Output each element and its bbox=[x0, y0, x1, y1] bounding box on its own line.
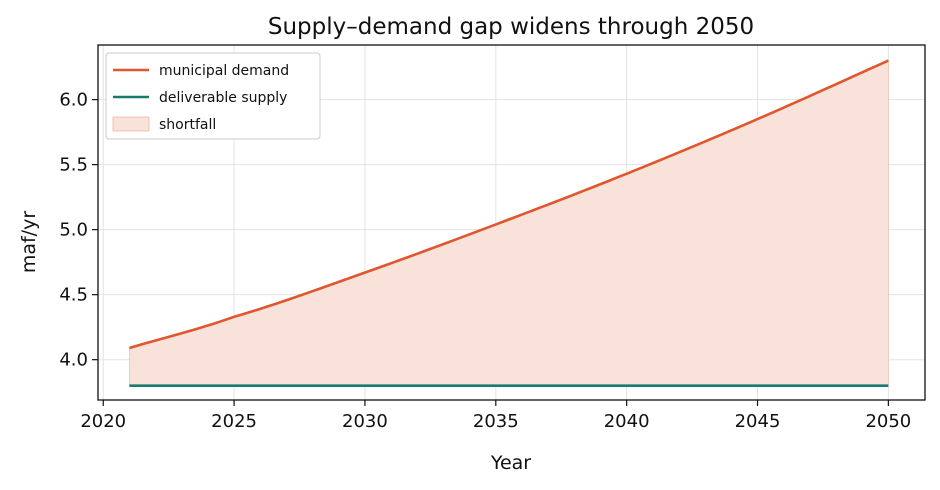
municipal-demand-line bbox=[129, 59, 889, 350]
legend-label-1: municipal demand bbox=[159, 63, 289, 79]
x-tick-label: 2030 bbox=[342, 411, 388, 432]
legend-swatch-shortfall bbox=[112, 116, 150, 132]
x-tick-label: 2035 bbox=[473, 411, 519, 432]
legend: municipal demand deliverable supply shortf… bbox=[105, 52, 321, 140]
y-axis-label: maf/yr bbox=[18, 211, 40, 273]
legend-label-2: deliverable supply bbox=[159, 90, 287, 106]
x-tick-label: 2025 bbox=[211, 411, 257, 432]
x-tick-label: 2045 bbox=[735, 411, 781, 432]
y-tick-label: 5.5 bbox=[59, 155, 88, 176]
y-axis: 4.0 4.5 5.0 5.5 6.0 bbox=[59, 90, 98, 371]
y-tick-label: 4.5 bbox=[59, 285, 88, 306]
y-tick-label: 4.0 bbox=[59, 350, 88, 371]
x-axis: 2020 2025 2030 2035 2040 2045 2050 bbox=[80, 400, 911, 432]
y-tick-label: 6.0 bbox=[59, 90, 88, 111]
x-axis-label: Year bbox=[490, 452, 531, 474]
series-layer bbox=[129, 59, 889, 388]
x-tick-label: 2050 bbox=[865, 411, 911, 432]
plot-frame bbox=[97, 44, 926, 401]
x-tick-label: 2040 bbox=[604, 411, 650, 432]
legend-box bbox=[105, 52, 321, 140]
x-tick-label: 2020 bbox=[80, 411, 126, 432]
chart-title: Supply–demand gap widens through 2050 bbox=[268, 14, 754, 40]
y-tick-label: 5.0 bbox=[59, 220, 88, 241]
legend-label-shortfall: shortfall bbox=[159, 117, 216, 133]
